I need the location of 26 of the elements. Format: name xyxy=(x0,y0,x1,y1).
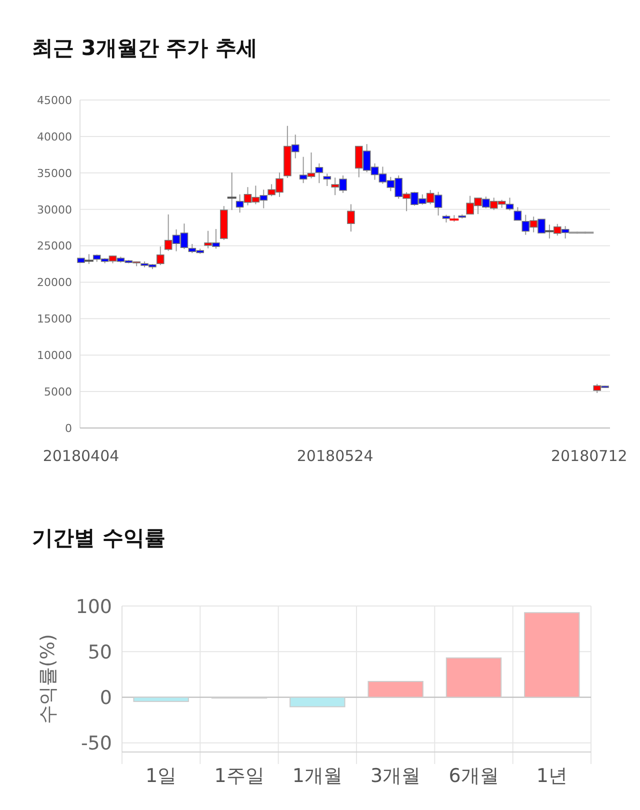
chart-title: 최근 3개월간 주가 추세 xyxy=(32,36,258,60)
y-tick-label: 10000 xyxy=(37,349,72,362)
x-tick-label: 3개월 xyxy=(370,765,421,787)
x-tick-label: 20180712 xyxy=(550,447,628,465)
y-tick-label: 20000 xyxy=(37,276,72,290)
y-axis-title: 수익률(%) xyxy=(37,634,59,724)
x-tick-label: 1일 xyxy=(146,765,177,787)
y-tick-label: 40000 xyxy=(37,130,72,144)
x-tick-label: 20180524 xyxy=(296,447,374,465)
y-tick-label: 35000 xyxy=(37,166,72,180)
y-tick-label: 100 xyxy=(76,596,112,618)
y-tick-label: 0 xyxy=(65,422,72,435)
x-tick-label: 1년 xyxy=(536,765,568,787)
x-tick-label: 20180404 xyxy=(42,447,120,465)
y-tick-label: 15000 xyxy=(37,312,72,326)
y-tick-label: 50 xyxy=(88,641,112,664)
y-tick-label: -50 xyxy=(80,732,112,755)
x-tick-label: 6개월 xyxy=(448,765,499,787)
chart-title: 기간별 수익률 xyxy=(32,526,166,550)
y-tick-label: 0 xyxy=(100,687,112,710)
x-tick-label: 1개월 xyxy=(292,765,342,787)
y-tick-label: 45000 xyxy=(37,94,72,107)
x-tick-label: 1주일 xyxy=(214,765,264,787)
y-tick-label: 25000 xyxy=(37,240,72,253)
y-tick-label: 30000 xyxy=(37,203,72,216)
y-tick-label: 5000 xyxy=(44,386,72,399)
